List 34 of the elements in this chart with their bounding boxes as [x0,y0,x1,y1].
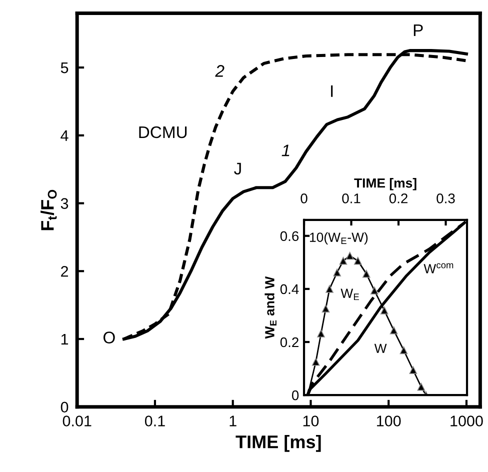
annotation: O [103,332,115,344]
annotation: P [414,24,423,36]
annotation: I [331,85,333,97]
x-tick-label: 0.3 [436,193,455,204]
x-tick-label: 0.1 [342,193,360,204]
y-tick-label: 0 [292,390,299,400]
y-tick-label: 0.4 [280,284,299,294]
x-tick-label: 10 [303,416,319,426]
x-tick-label: 1 [230,416,236,426]
x-tick-label: 0.1 [144,416,165,426]
y-tick-label: 4 [60,130,68,141]
x-tick-label: 0 [300,193,308,204]
x-tick-label: 100 [377,416,401,426]
y-tick-label: 3 [60,198,68,209]
y-tick-label: 1 [61,334,68,345]
y-tick-label: 2 [61,266,68,277]
y-tick-label: 5 [60,62,68,74]
y-axis-title: F$_{t}$/F$_{O}$ [40,190,57,230]
x-axis-title: TIME [ms] [354,178,416,190]
annotation: W$_{E}$ [340,288,359,300]
annotation: W$^{com}$ [424,263,454,274]
annotation: 10(W$_{E}$-W) [310,232,368,245]
x-tick-label: 0.2 [389,193,408,204]
annotation: J [234,162,241,175]
annotation: DCMU [139,126,187,138]
y-tick-label: 0 [60,402,68,413]
annotation: W [374,344,387,353]
y-axis-title: W$_{E}$ and W [264,276,276,339]
y-tick-label: 0.6 [280,231,299,242]
x-tick-label: 0.01 [62,416,92,426]
y-tick-label: 0.2 [280,337,298,348]
x-axis-title: TIME [ms] [236,434,321,452]
x-tick-label: 1000 [450,416,483,426]
annotation: 2 [215,65,224,77]
